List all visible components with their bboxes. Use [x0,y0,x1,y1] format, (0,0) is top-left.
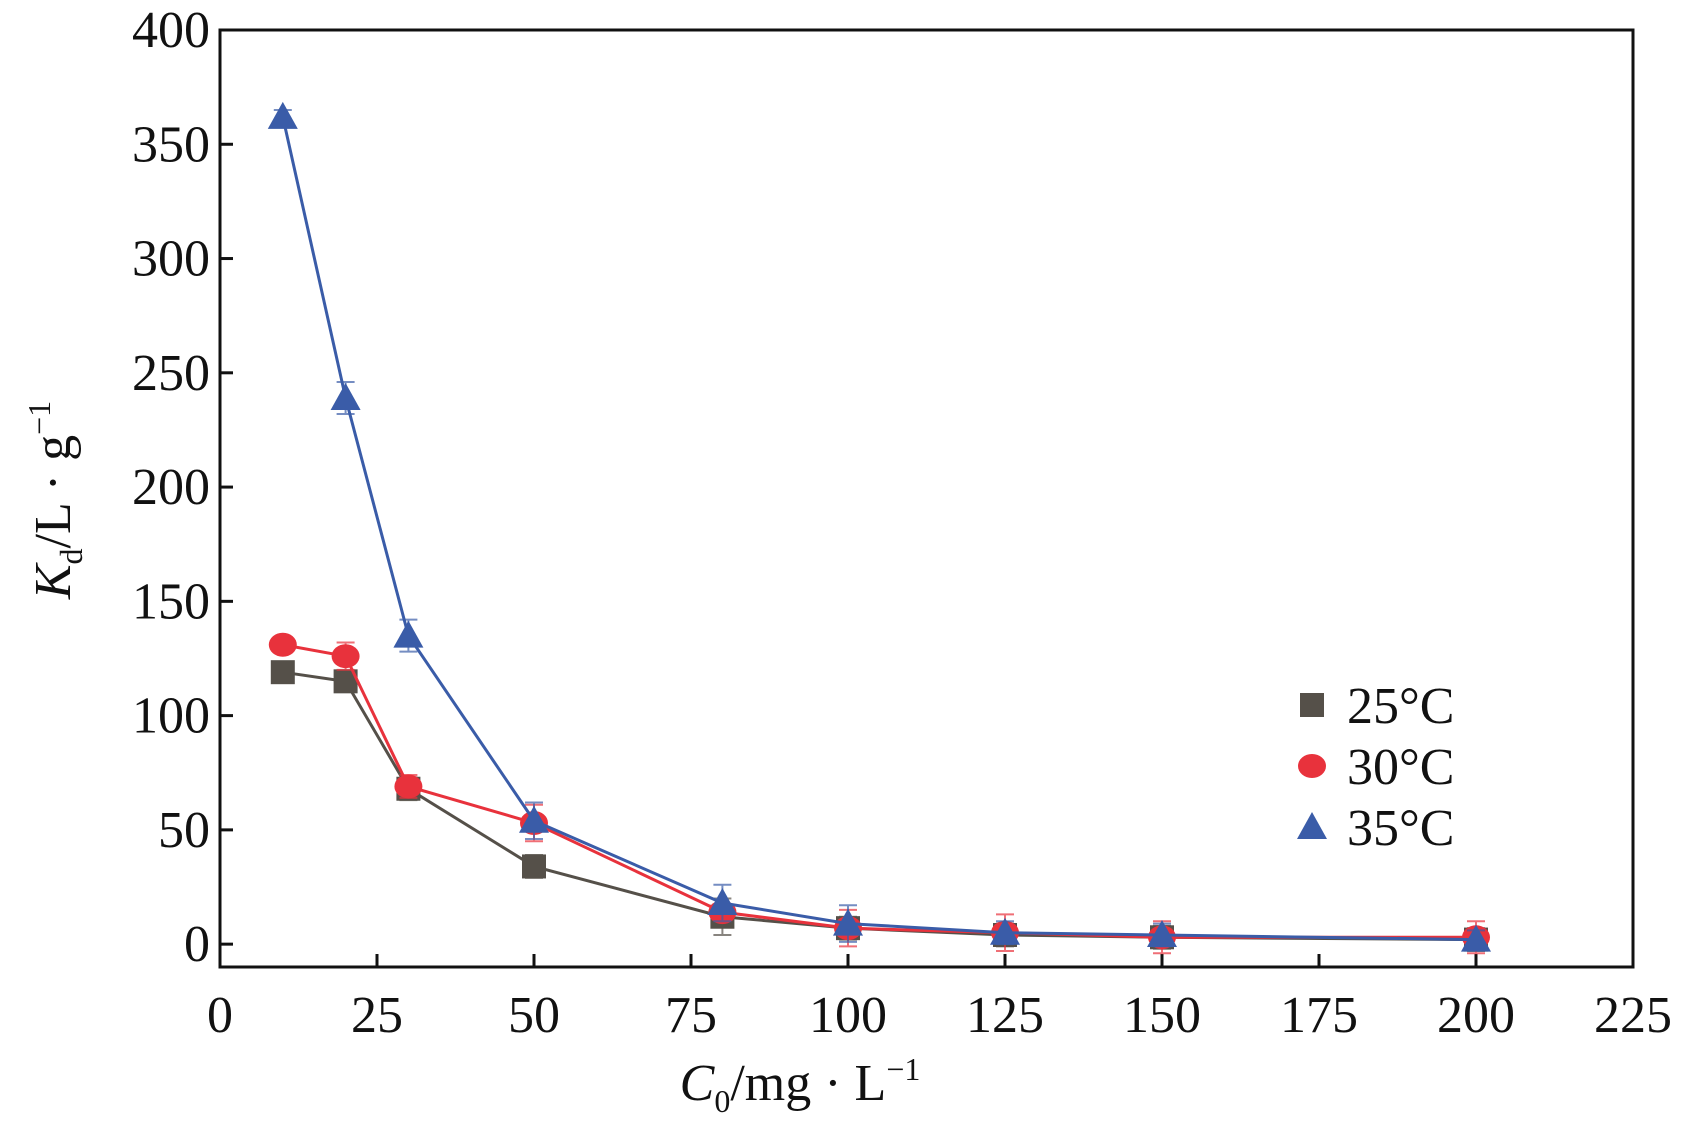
y-tick-label: 100 [132,688,210,745]
x-tick-label: 175 [1280,987,1358,1044]
x-tick-label: 75 [665,987,717,1044]
data-point [270,660,295,685]
y-tick-label: 50 [158,802,210,859]
data-point [1147,920,1177,948]
data-point [267,101,298,129]
x-tick-label: 125 [966,987,1044,1044]
data-point [330,382,361,410]
data-point [331,644,360,669]
y-tick-label: 400 [132,2,210,59]
y-label-superscript: −1 [21,401,57,435]
data-point [519,805,549,833]
x-tick-label: 50 [508,987,560,1044]
data-point [833,908,863,936]
x-axis-label: C0/mg · L−1 [680,1051,921,1119]
series-line [282,643,1476,939]
data-point [1461,924,1491,952]
data-point [990,917,1020,945]
y-tick-label: 150 [132,573,210,630]
x-tick-label: 100 [809,987,887,1044]
y-tick-label: 350 [132,116,210,173]
x-label-symbol: C [680,1055,716,1112]
x-label-superscript: −1 [886,1051,920,1087]
series-line [281,116,1477,942]
data-point [707,888,738,916]
data-point [393,620,424,648]
data-point [522,854,546,879]
y-tick-label: 300 [132,231,210,288]
y-axis-label: Kd/L · g−1 [21,401,89,600]
legend-label: 35°C [1347,800,1454,857]
plot-frame [218,28,1635,969]
y-label-unit: /L · g [25,435,82,549]
legend-marker [1300,693,1324,717]
x-tick-label: 200 [1437,987,1515,1044]
y-tick-label: 0 [184,916,210,973]
legend-marker [1297,812,1327,839]
legend-marker [1298,754,1326,778]
data-point [394,774,423,799]
x-tick-label: 150 [1123,987,1201,1044]
y-label-subscript: d [53,548,89,564]
data-point [268,632,297,657]
y-tick-label: 200 [132,459,210,516]
legend-label: 25°C [1347,678,1454,735]
x-tick-label: 25 [351,987,403,1044]
y-label-symbol: K [25,562,82,600]
x-tick-label: 0 [207,987,233,1044]
x-label-subscript: 0 [714,1083,730,1119]
x-tick-label: 225 [1594,987,1672,1044]
legend-label: 30°C [1347,739,1454,796]
y-tick-label: 250 [132,345,210,402]
x-label-unit: /mg · L [730,1055,886,1112]
